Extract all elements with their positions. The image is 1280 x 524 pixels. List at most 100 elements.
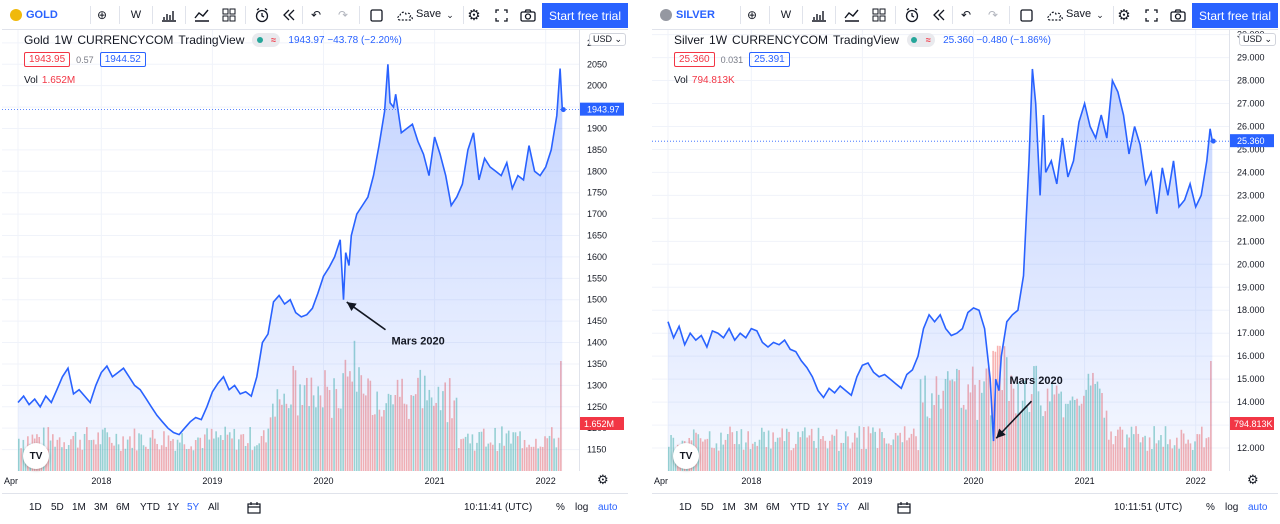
legend-symbol-name: Silver	[674, 33, 705, 47]
range-1d-button[interactable]: 1D	[679, 502, 692, 513]
price-tick-label: 1650	[587, 231, 607, 241]
legend-price-change: 25.360 −0.480 (−1.86%)	[943, 34, 1051, 46]
layout-grid-icon[interactable]	[219, 5, 239, 25]
market-status-pill[interactable]: ≈	[907, 33, 936, 47]
range-1y-button[interactable]: 1Y	[817, 502, 830, 513]
tradingview-logo-icon[interactable]: TV	[23, 443, 49, 469]
time-axis[interactable]: Apr 2018 2019 2020 2021 2022	[654, 476, 1206, 486]
volume-bar	[992, 350, 994, 471]
axis-badges: 25.360 794.813K	[1230, 134, 1274, 430]
bar-style-icon[interactable]	[809, 5, 829, 25]
interval-button[interactable]: W	[780, 9, 792, 21]
price-chart[interactable]: 12.00013.00014.00015.00016.00017.00018.0…	[652, 30, 1278, 493]
layout-grid-icon[interactable]	[869, 5, 889, 25]
cloud-save-icon[interactable]	[1045, 5, 1065, 25]
indicators-icon[interactable]	[192, 5, 212, 25]
symbol-logo-icon	[660, 9, 672, 21]
range-ytd-button[interactable]: YTD	[140, 502, 160, 513]
chart-legend: Silver 1W CURRENCYCOM TradingView ≈ 25.3…	[674, 33, 1051, 47]
time-axis-settings-gear-icon[interactable]: ⚙	[597, 472, 609, 487]
undo-icon[interactable]: ↶	[960, 8, 972, 22]
log-scale-toggle[interactable]: log	[1225, 502, 1239, 513]
camera-snapshot-icon[interactable]	[1168, 5, 1188, 25]
auto-scale-toggle[interactable]: auto	[598, 502, 618, 513]
tradingview-logo-icon[interactable]: TV	[673, 443, 699, 469]
price-axis[interactable]: 12.00013.00014.00015.00016.00017.00018.0…	[1237, 30, 1265, 453]
buy-price-button[interactable]: 25.391	[749, 52, 790, 67]
price-tick-label: 1350	[587, 359, 607, 369]
range-5y-button[interactable]: 5Y	[187, 502, 200, 513]
log-scale-toggle[interactable]: log	[575, 502, 589, 513]
spread-value: 0.57	[76, 54, 94, 65]
price-tick-label: 12.000	[1237, 443, 1265, 453]
auto-scale-toggle[interactable]: auto	[1248, 502, 1268, 513]
currency-selector[interactable]: USD ⌄	[589, 33, 627, 46]
range-1m-button[interactable]: 1M	[72, 502, 86, 513]
camera-snapshot-icon[interactable]	[518, 5, 538, 25]
utc-clock[interactable]: 10:11:41 (UTC)	[464, 502, 533, 513]
redo-icon[interactable]: ↷	[987, 8, 999, 22]
sell-price-button[interactable]: 25.360	[674, 52, 715, 67]
fullscreen-expand-icon[interactable]	[491, 5, 511, 25]
range-6m-button[interactable]: 6M	[116, 502, 130, 513]
price-chart[interactable]: 1150120012501300135014001450150015501600…	[2, 30, 628, 493]
last-price-badge-text: 25.360	[1237, 136, 1265, 146]
alert-clock-icon[interactable]	[902, 5, 922, 25]
range-5y-button[interactable]: 5Y	[837, 502, 850, 513]
range-all-button[interactable]: All	[208, 502, 220, 513]
time-tick-label: 2018	[91, 476, 111, 486]
save-button[interactable]: Save	[1066, 8, 1092, 20]
cloud-save-icon[interactable]	[395, 5, 415, 25]
range-3m-button[interactable]: 3M	[94, 502, 108, 513]
range-all-button[interactable]: All	[858, 502, 870, 513]
price-tick-label: 2000	[587, 81, 607, 91]
range-5d-button[interactable]: 5D	[701, 502, 714, 513]
volume-value: 1.652M	[41, 75, 76, 86]
range-1m-button[interactable]: 1M	[722, 502, 736, 513]
sell-price-button[interactable]: 1943.95	[24, 52, 71, 67]
save-options-chevron-down-icon[interactable]: ⌄	[446, 9, 454, 20]
range-1y-button[interactable]: 1Y	[167, 502, 180, 513]
range-6m-button[interactable]: 6M	[766, 502, 780, 513]
replay-icon[interactable]	[279, 5, 299, 25]
time-axis[interactable]: Apr 2018 2019 2020 2021 2022	[4, 476, 556, 486]
save-button[interactable]: Save	[416, 8, 442, 20]
interval-button[interactable]: W	[130, 9, 142, 21]
price-axis[interactable]: 1150120012501300135014001450150015501600…	[587, 38, 607, 455]
redo-icon[interactable]: ↷	[337, 8, 349, 22]
replay-icon[interactable]	[929, 5, 949, 25]
time-axis-settings-gear-icon[interactable]: ⚙	[1247, 472, 1259, 487]
fullscreen-square-icon[interactable]	[366, 5, 386, 25]
add-symbol-icon[interactable]: ⊕	[746, 8, 758, 22]
symbol-selector[interactable]: SILVER	[660, 7, 715, 23]
alert-clock-icon[interactable]	[252, 5, 272, 25]
range-3m-button[interactable]: 3M	[744, 502, 758, 513]
bar-style-icon[interactable]	[159, 5, 179, 25]
time-tick-label: 2019	[852, 476, 872, 486]
range-ytd-button[interactable]: YTD	[790, 502, 810, 513]
utc-clock[interactable]: 10:11:51 (UTC)	[1114, 502, 1183, 513]
toolbar-separator	[119, 6, 120, 24]
start-free-trial-button[interactable]: Start free trial	[542, 3, 628, 28]
currency-selector[interactable]: USD ⌄	[1239, 33, 1277, 46]
settings-gear-icon[interactable]: ⚙	[1117, 7, 1131, 24]
symbol-selector[interactable]: GOLD	[10, 7, 58, 23]
fullscreen-expand-icon[interactable]	[1141, 5, 1161, 25]
goto-date-calendar-icon[interactable]	[897, 502, 911, 517]
undo-icon[interactable]: ↶	[310, 8, 322, 22]
save-options-chevron-down-icon[interactable]: ⌄	[1096, 9, 1104, 20]
range-5d-button[interactable]: 5D	[51, 502, 64, 513]
range-1d-button[interactable]: 1D	[29, 502, 42, 513]
start-free-trial-button[interactable]: Start free trial	[1192, 3, 1278, 28]
percent-scale-toggle[interactable]: %	[556, 502, 565, 513]
fullscreen-square-icon[interactable]	[1016, 5, 1036, 25]
market-status-pill[interactable]: ≈	[252, 33, 281, 47]
goto-date-calendar-icon[interactable]	[247, 502, 261, 517]
percent-scale-toggle[interactable]: %	[1206, 502, 1215, 513]
add-symbol-icon[interactable]: ⊕	[96, 8, 108, 22]
buy-price-button[interactable]: 1944.52	[99, 52, 146, 67]
indicators-icon[interactable]	[842, 5, 862, 25]
settings-gear-icon[interactable]: ⚙	[467, 7, 481, 24]
spread-value: 0.031	[720, 54, 744, 65]
legend-platform: TradingView	[178, 33, 245, 47]
